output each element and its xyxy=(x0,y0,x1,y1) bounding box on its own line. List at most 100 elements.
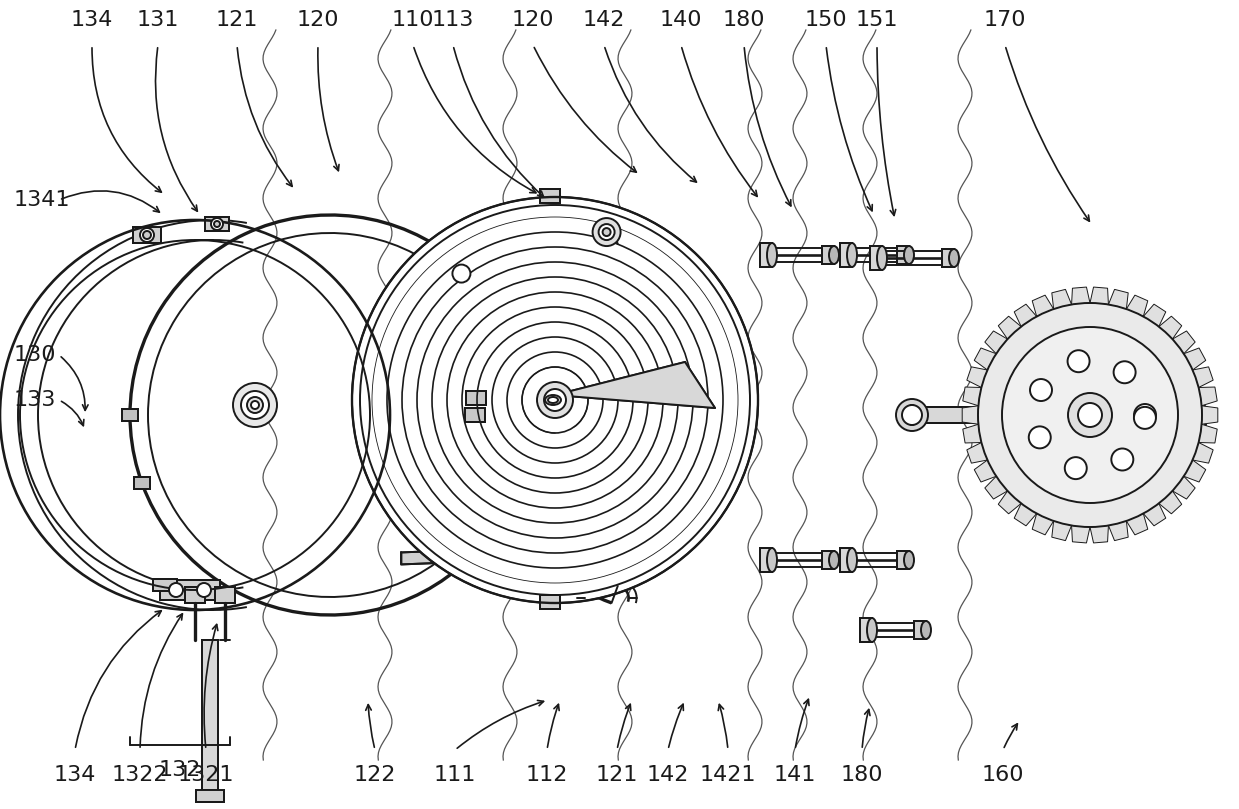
Polygon shape xyxy=(465,408,484,422)
Polygon shape xyxy=(1052,290,1072,309)
Text: 1341: 1341 xyxy=(14,190,71,210)
Text: 1322: 1322 xyxy=(112,765,169,785)
Circle shape xyxy=(197,583,211,597)
Circle shape xyxy=(352,197,758,603)
Polygon shape xyxy=(1032,295,1053,316)
Text: 121: 121 xyxy=(596,765,638,785)
Ellipse shape xyxy=(829,551,839,569)
Text: 141: 141 xyxy=(774,765,817,785)
Polygon shape xyxy=(1090,526,1109,543)
Ellipse shape xyxy=(847,243,857,267)
Circle shape xyxy=(1134,404,1156,426)
Circle shape xyxy=(140,228,154,242)
Text: 180: 180 xyxy=(722,10,766,30)
Circle shape xyxy=(1078,403,1101,427)
Circle shape xyxy=(1111,448,1134,471)
Polygon shape xyxy=(1144,503,1166,526)
Polygon shape xyxy=(999,491,1021,514)
Polygon shape xyxy=(1193,443,1213,464)
Polygon shape xyxy=(502,546,518,566)
Text: 1421: 1421 xyxy=(700,765,756,785)
Ellipse shape xyxy=(921,621,930,639)
Polygon shape xyxy=(974,348,996,370)
Polygon shape xyxy=(502,264,518,284)
Polygon shape xyxy=(999,316,1021,339)
Polygon shape xyxy=(963,424,981,443)
Ellipse shape xyxy=(767,548,777,572)
Text: 111: 111 xyxy=(434,765,476,785)
Polygon shape xyxy=(1015,503,1037,526)
Text: 151: 151 xyxy=(856,10,898,30)
Polygon shape xyxy=(466,391,486,404)
Circle shape xyxy=(252,401,259,409)
Text: 110: 110 xyxy=(392,10,434,30)
Polygon shape xyxy=(821,246,834,264)
Polygon shape xyxy=(1193,366,1213,388)
Polygon shape xyxy=(897,551,909,569)
Polygon shape xyxy=(1198,387,1217,406)
Circle shape xyxy=(896,399,928,431)
Polygon shape xyxy=(974,460,996,482)
Polygon shape xyxy=(914,621,926,639)
Polygon shape xyxy=(1052,521,1072,540)
Circle shape xyxy=(902,405,922,425)
Ellipse shape xyxy=(545,395,561,405)
Polygon shape xyxy=(870,246,882,270)
Ellipse shape xyxy=(867,618,877,642)
Circle shape xyxy=(544,389,566,411)
Ellipse shape xyxy=(949,249,959,267)
Polygon shape xyxy=(540,595,560,609)
Polygon shape xyxy=(401,265,502,282)
Polygon shape xyxy=(963,387,981,406)
Text: 134: 134 xyxy=(53,765,97,785)
Polygon shape xyxy=(1158,316,1182,339)
Ellipse shape xyxy=(904,551,914,569)
Text: 133: 133 xyxy=(14,390,57,410)
Circle shape xyxy=(214,221,221,227)
Text: 120: 120 xyxy=(512,10,554,30)
Polygon shape xyxy=(860,618,872,642)
Polygon shape xyxy=(1109,521,1129,540)
Polygon shape xyxy=(204,217,229,231)
Polygon shape xyxy=(121,409,138,421)
Polygon shape xyxy=(840,548,852,572)
Polygon shape xyxy=(1072,526,1090,543)
Circle shape xyxy=(242,391,269,419)
Polygon shape xyxy=(963,406,979,424)
Text: 112: 112 xyxy=(525,765,569,785)
Text: 180: 180 xyxy=(841,765,883,785)
Circle shape xyxy=(1114,362,1136,383)
Text: 150: 150 xyxy=(804,10,847,30)
Polygon shape xyxy=(840,243,852,267)
Polygon shape xyxy=(216,587,235,603)
Polygon shape xyxy=(1183,348,1206,370)
Circle shape xyxy=(602,228,611,236)
Polygon shape xyxy=(1144,304,1166,327)
Polygon shape xyxy=(152,579,177,591)
Circle shape xyxy=(247,397,263,413)
Text: 132: 132 xyxy=(159,760,201,780)
Polygon shape xyxy=(160,580,221,600)
Polygon shape xyxy=(1202,406,1218,424)
Polygon shape xyxy=(966,443,987,464)
Circle shape xyxy=(1030,379,1052,401)
Polygon shape xyxy=(202,640,218,790)
Ellipse shape xyxy=(548,397,558,403)
Circle shape xyxy=(233,383,278,427)
Ellipse shape xyxy=(829,246,839,264)
Ellipse shape xyxy=(877,246,887,270)
Polygon shape xyxy=(1032,514,1053,535)
Polygon shape xyxy=(912,407,1002,423)
Polygon shape xyxy=(134,477,150,489)
Circle shape xyxy=(598,224,615,240)
Polygon shape xyxy=(985,331,1007,354)
Polygon shape xyxy=(1126,514,1147,535)
Polygon shape xyxy=(133,227,161,243)
Polygon shape xyxy=(1172,331,1196,354)
Polygon shape xyxy=(942,249,954,267)
Polygon shape xyxy=(1126,295,1147,316)
Polygon shape xyxy=(1183,460,1206,482)
Circle shape xyxy=(1028,426,1051,448)
Text: 122: 122 xyxy=(354,765,396,785)
Circle shape xyxy=(1002,327,1178,503)
